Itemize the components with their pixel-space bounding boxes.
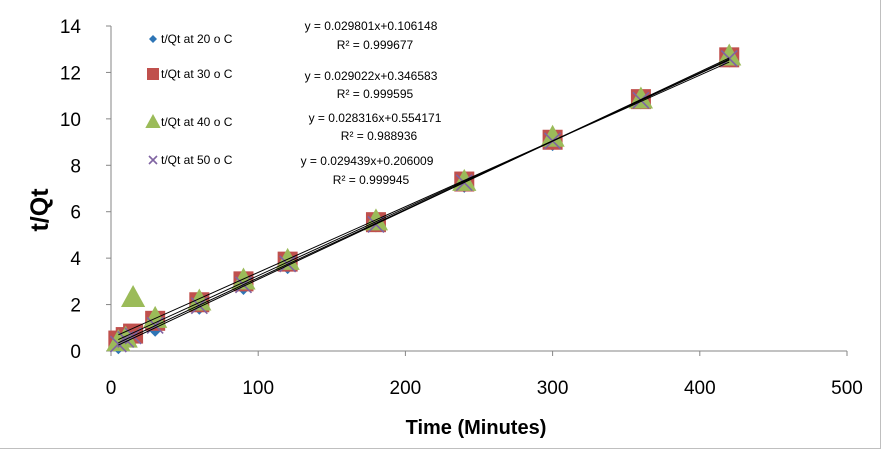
trendline-r-squared: R² = 0.999677 — [337, 38, 414, 52]
y-tick-label: 4 — [70, 249, 81, 270]
x-axis-title: Time (Minutes) — [406, 417, 547, 439]
legend-marker-series-3 — [145, 114, 160, 128]
data-point-series-3 — [121, 285, 145, 307]
y-tick-label: 2 — [70, 296, 81, 317]
trendline-equation: y = 0.029801x+0.106148 — [305, 19, 438, 33]
y-tick-label: 6 — [70, 203, 81, 224]
x-tick-label: 200 — [390, 378, 422, 399]
trendline-equation: y = 0.029439x+0.206009 — [301, 154, 434, 168]
legend-marker-series-1 — [149, 35, 157, 43]
x-tick-label: 300 — [537, 378, 569, 399]
y-tick-label: 8 — [70, 156, 81, 177]
trendline-r-squared: R² = 0.999945 — [333, 173, 410, 187]
y-tick-label: 12 — [60, 63, 81, 84]
legend-label-series-1: t/Qt at 20 o C — [161, 32, 233, 46]
y-tick-label: 10 — [60, 110, 81, 131]
trendline-equation: y = 0.029022x+0.346583 — [305, 69, 438, 83]
trendline-series-3 — [118, 62, 729, 335]
legend-label-series-4: t/Qt at 50 o C — [161, 153, 233, 167]
legend-marker-series-2 — [147, 68, 159, 80]
legend-label-series-2: t/Qt at 30 o C — [161, 67, 233, 81]
legend-label-series-3: t/Qt at 40 o C — [161, 115, 233, 129]
y-tick-label: 14 — [60, 17, 82, 38]
y-axis-title: t/Qt — [26, 188, 54, 232]
trendline-series-4 — [118, 59, 729, 343]
x-tick-label: 100 — [242, 378, 274, 399]
x-tick-label: 500 — [831, 378, 863, 399]
legend-marker-series-4 — [149, 156, 157, 164]
x-tick-label: 0 — [106, 378, 117, 399]
trendline-r-squared: R² = 0.999595 — [337, 87, 414, 101]
y-tick-label: 0 — [70, 342, 81, 363]
trendline-r-squared: R² = 0.988936 — [341, 129, 418, 143]
x-tick-label: 400 — [684, 378, 716, 399]
trendline-equation: y = 0.028316x+0.554171 — [309, 111, 442, 125]
